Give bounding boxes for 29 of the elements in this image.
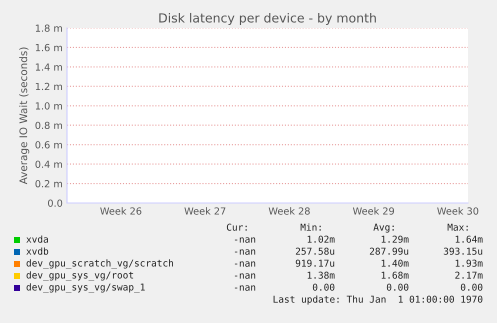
x-tick-label: Week 29 <box>352 207 394 215</box>
text: Last update: Thu Jan 1 01:00:00 1970 <box>274 295 482 305</box>
y-tick-label: 1.4 m <box>36 63 62 71</box>
text: -nan 1.02m 1.29m 1.64m <box>234 236 483 243</box>
y-tick-label: 0.0 <box>48 199 62 207</box>
x-tick-label: Week 27 <box>184 207 226 215</box>
legend-label: dev_gpu_sys_vg/swap_1 <box>26 283 145 293</box>
legend-label: xvda <box>26 235 48 243</box>
y-tick-label: 0.6 m <box>35 141 62 148</box>
text: -nan 1.38m 1.68m 2.17m <box>234 272 483 279</box>
legend-label: dev_gpu_scratch_vg/scratch <box>26 259 173 269</box>
y-tick-label: 0.8 m <box>35 122 62 130</box>
y-tick-label: 1.0 m <box>36 102 62 110</box>
y-tick-label: 0.4 m <box>35 160 62 168</box>
chart-title: Disk latency per device - by month <box>159 12 376 26</box>
text: -nan 0.00 0.00 0.00 <box>234 284 482 291</box>
x-tick-label: Week 30 <box>437 207 478 215</box>
x-tick-label: Week 26 <box>100 207 142 215</box>
y-tick-label: 1.6 m <box>36 44 62 52</box>
x-tick-label: Week 28 <box>268 207 310 215</box>
legend-label: xvdb <box>26 247 48 255</box>
text: -nan 919.17u 1.40m 1.93m <box>234 260 483 267</box>
y-tick-label: 1.2 m <box>36 82 62 90</box>
text: -nan 257.58u 287.99u 393.15u <box>234 248 482 255</box>
y-axis-title: Average IO Wait (seconds) <box>19 48 30 184</box>
text: Cur: Min: Avg: Max: <box>226 223 468 233</box>
y-tick-label: 1.8 m <box>36 24 62 32</box>
y-tick-label: 0.2 m <box>35 180 62 188</box>
legend-label: dev_gpu_sys_vg/root <box>26 271 134 281</box>
